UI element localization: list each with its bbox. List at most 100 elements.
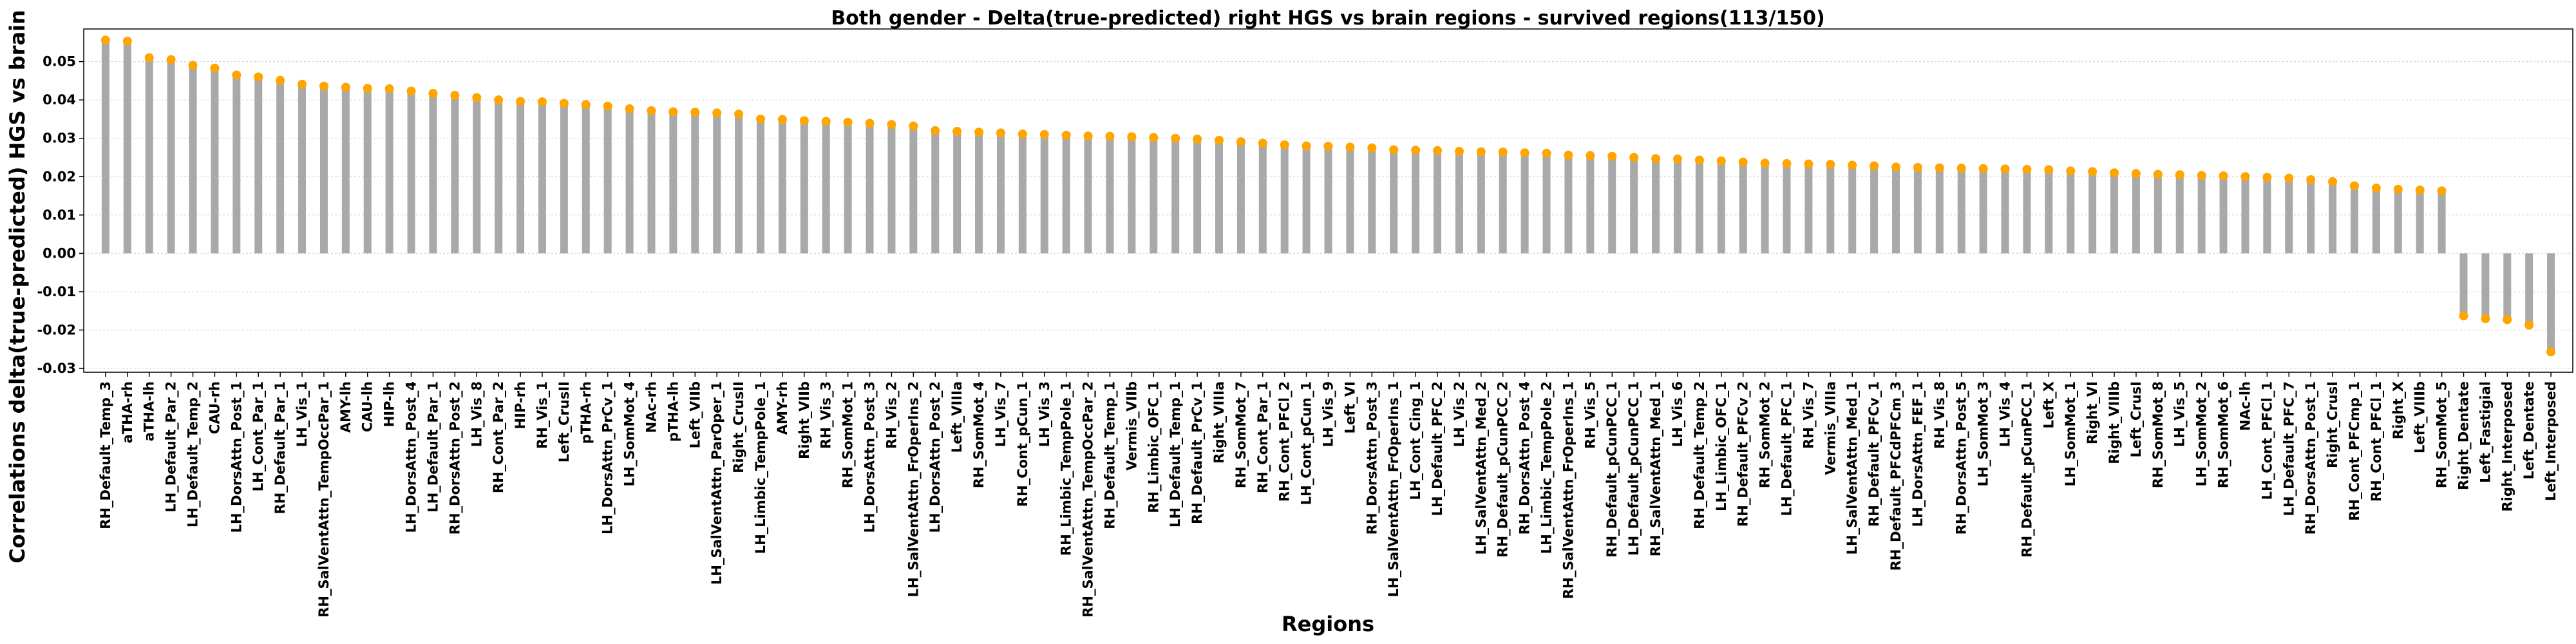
y-tick-label: -0.03 xyxy=(37,361,76,376)
bar xyxy=(1870,166,1879,254)
x-tick-label: RH_DorsAttn_Post_5 xyxy=(1954,381,1969,535)
x-tick-label: RH_Limbic_TempPole_1 xyxy=(1059,381,1074,556)
x-tick-label: AMY-lh xyxy=(338,381,354,433)
x-tick-label: Left_CrusI xyxy=(2128,381,2144,457)
x-tick-label: Right_CrusI xyxy=(2325,381,2340,468)
x-tick-label: LH_DorsAttn_Post_2 xyxy=(927,381,943,533)
data-point xyxy=(1214,135,1224,145)
bar xyxy=(1586,155,1595,254)
value-markers xyxy=(100,35,2556,357)
data-point xyxy=(1826,160,1835,169)
data-point xyxy=(2262,173,2272,182)
bar xyxy=(2307,180,2315,254)
data-point xyxy=(996,128,1005,138)
x-tick-label: LH_Default_PFC_2 xyxy=(1430,381,1445,516)
x-tick-label: Left_Dentate xyxy=(2521,381,2537,479)
x-tick-label: Left_VIIb xyxy=(687,381,703,448)
x-tick-label: RH_SomMot_6 xyxy=(2216,381,2231,488)
x-tick-label: LH_DorsAttn_Post_4 xyxy=(404,381,419,533)
bar xyxy=(1499,152,1507,254)
bar xyxy=(1957,168,1965,254)
x-tick-label: LH_Cont_Cing_1 xyxy=(1408,381,1423,500)
x-tick-label: RH_Default_pCunPCC_2 xyxy=(1495,381,1511,558)
data-point xyxy=(2066,166,2076,176)
bar xyxy=(232,75,241,254)
x-tick-label: LH_DorsAttn_Post_1 xyxy=(229,381,244,533)
bar xyxy=(145,57,153,254)
x-tick-label: LH_DorsAttn_FEF_1 xyxy=(1910,381,1926,527)
data-point xyxy=(1651,154,1661,164)
x-tick-label: LH_SomMot_1 xyxy=(2063,381,2078,486)
bar xyxy=(800,120,808,254)
data-point xyxy=(1323,142,1333,151)
bar xyxy=(1106,136,1114,254)
data-point xyxy=(2349,181,2359,191)
x-tick-label: Right_VIIIa xyxy=(1211,381,1227,464)
x-tick-label: RH_SomMot_2 xyxy=(1757,381,1773,488)
data-point xyxy=(1367,143,1377,153)
data-point xyxy=(1804,159,1814,169)
bar xyxy=(495,100,503,254)
data-point xyxy=(712,108,722,118)
x-tick-label: RH_Vis_5 xyxy=(1582,381,1598,449)
data-point xyxy=(625,104,634,113)
data-point xyxy=(2240,172,2250,182)
data-point xyxy=(931,126,940,135)
x-tick-label: RH_Default_pCunPCC_1 xyxy=(1604,381,1620,558)
data-point xyxy=(1978,164,1988,173)
data-point xyxy=(188,61,198,70)
x-tick-label: RH_DorsAttn_Post_4 xyxy=(1517,381,1533,535)
bar xyxy=(298,84,307,254)
data-point xyxy=(537,97,547,107)
bar xyxy=(167,59,175,254)
x-tick-label: AMY-rh xyxy=(775,381,790,435)
bar xyxy=(844,122,852,254)
x-tick-label: LH_SalVentAttn_Med_2 xyxy=(1473,381,1489,554)
bar xyxy=(2263,177,2271,254)
data-point xyxy=(494,95,504,105)
data-point xyxy=(2219,171,2228,181)
data-point xyxy=(1564,150,1573,160)
x-tick-label: NAc-rh xyxy=(643,381,659,433)
x-tick-label: LH_SalVentAttn_ParOper_1 xyxy=(709,381,724,585)
bar xyxy=(975,132,983,254)
bar xyxy=(2219,176,2228,254)
data-point xyxy=(559,99,569,108)
bar xyxy=(1477,151,1485,254)
bar xyxy=(538,102,546,254)
bar xyxy=(1390,149,1398,254)
data-point xyxy=(1607,151,1617,161)
x-tick-label: Right_VI xyxy=(2085,381,2100,444)
bar xyxy=(953,131,961,254)
data-point xyxy=(1280,140,1289,149)
y-tick-label: 0.02 xyxy=(43,169,76,184)
x-tick-label: Left_VIIIb xyxy=(2412,381,2428,453)
data-point xyxy=(1105,131,1115,141)
x-tick-label: LH_Vis_5 xyxy=(2172,381,2188,447)
bar xyxy=(2110,173,2119,254)
data-point xyxy=(516,97,526,106)
bar xyxy=(1935,167,1944,254)
data-point xyxy=(690,108,700,117)
bar xyxy=(429,93,437,254)
data-point xyxy=(450,91,460,100)
data-point xyxy=(1498,147,1508,157)
x-tick-label: LH_Cont_Par_1 xyxy=(251,381,266,491)
bar xyxy=(1564,155,1573,254)
data-point xyxy=(1956,164,1966,173)
data-point xyxy=(232,70,242,80)
data-point xyxy=(276,75,285,85)
y-tick-label: 0.00 xyxy=(43,245,76,261)
bar xyxy=(560,103,568,254)
data-point xyxy=(2503,315,2512,325)
data-point xyxy=(100,35,110,45)
data-point xyxy=(1694,155,1704,165)
x-tick-label: RH_Vis_2 xyxy=(884,381,899,449)
bar xyxy=(1062,135,1070,254)
bar xyxy=(2045,169,2053,254)
bar xyxy=(1891,167,1900,254)
data-point xyxy=(581,100,591,109)
bar xyxy=(2394,189,2402,254)
data-point xyxy=(1870,161,1879,171)
